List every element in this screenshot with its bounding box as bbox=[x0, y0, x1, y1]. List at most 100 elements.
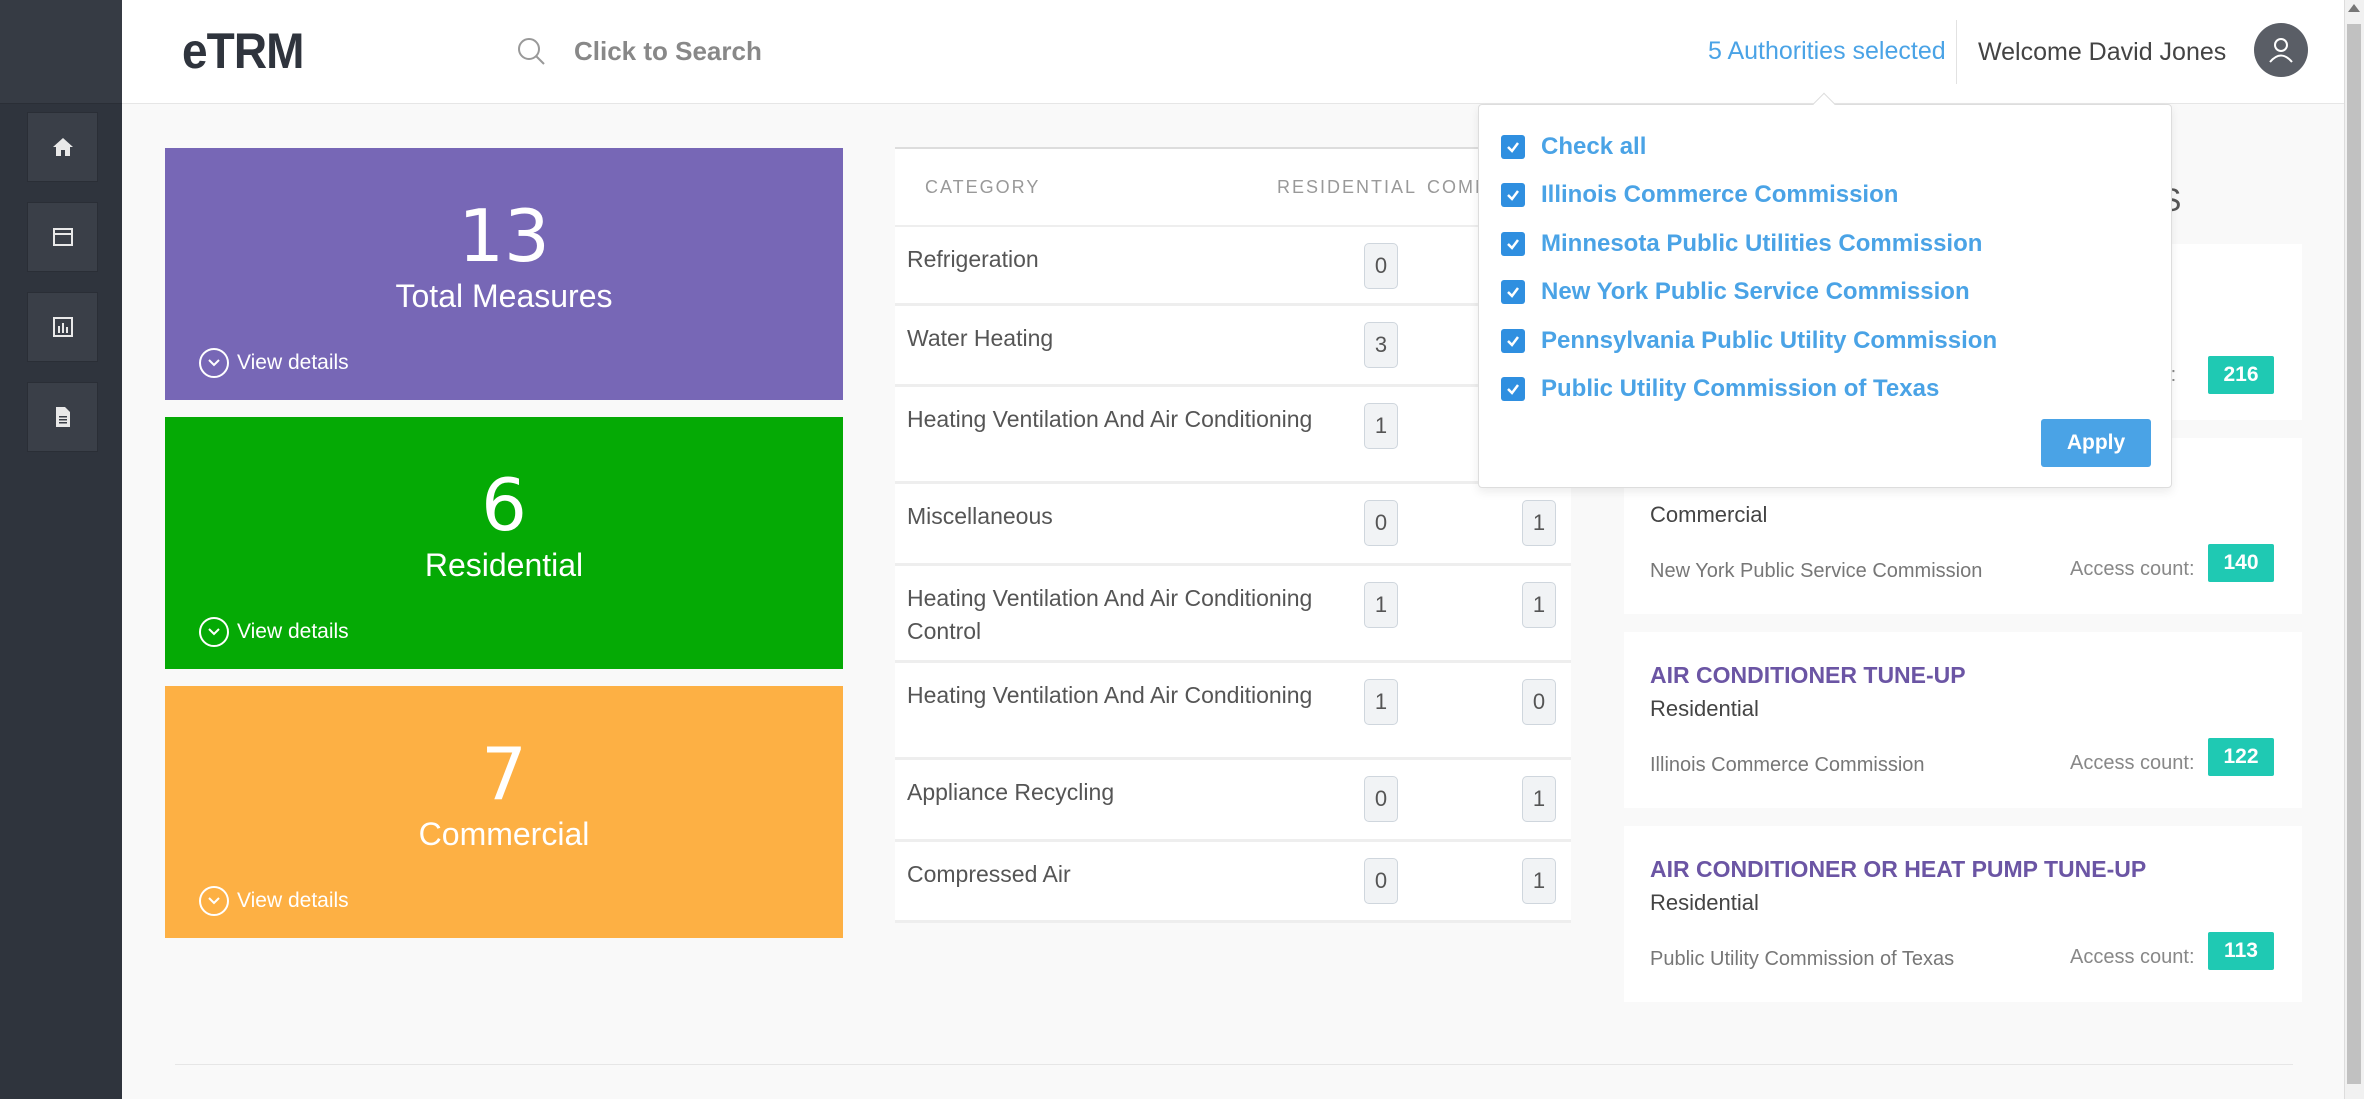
checkbox-checked-icon[interactable] bbox=[1501, 183, 1525, 207]
checkbox-authority[interactable]: Pennsylvania Public Utility Commission bbox=[1501, 327, 1997, 355]
scroll-up-icon[interactable] bbox=[2348, 4, 2360, 12]
sidebar-item-reports[interactable] bbox=[27, 292, 98, 362]
checkbox-authority[interactable]: Public Utility Commission of Texas bbox=[1501, 375, 1939, 403]
search-input[interactable]: Click to Search bbox=[574, 36, 762, 66]
access-count-label: Access count: bbox=[2070, 946, 2195, 968]
measure-authority: Public Utility Commission of Texas bbox=[1650, 948, 1955, 970]
checkbox-checked-icon[interactable] bbox=[1501, 377, 1525, 401]
commercial-count: 0 bbox=[1522, 679, 1556, 725]
table-row[interactable]: Heating Ventilation And Air Conditioning… bbox=[895, 566, 1571, 663]
table-header: CATEGORY RESIDENTIAL COMM bbox=[895, 149, 1571, 227]
access-count-badge: 140 bbox=[2208, 544, 2274, 582]
checkbox-label[interactable]: New York Public Service Commission bbox=[1541, 278, 1970, 305]
category-name: Refrigeration bbox=[907, 246, 1039, 272]
checkbox-authority[interactable]: New York Public Service Commission bbox=[1501, 278, 1970, 306]
access-count-label: Access count: bbox=[2070, 558, 2195, 580]
tile-label: Commercial bbox=[418, 816, 590, 852]
tile-value: 7 bbox=[481, 732, 527, 816]
footer-divider bbox=[175, 1064, 2293, 1065]
checkbox-label[interactable]: Illinois Commerce Commission bbox=[1541, 181, 1899, 208]
column-header-commercial: COMM bbox=[1427, 176, 1492, 197]
residential-count: 0 bbox=[1364, 243, 1398, 289]
table-row[interactable]: Miscellaneous 0 1 bbox=[895, 484, 1571, 566]
table-row[interactable]: Water Heating 3 bbox=[895, 306, 1571, 387]
checkbox-authority[interactable]: Illinois Commerce Commission bbox=[1501, 181, 1898, 209]
category-name: Appliance Recycling bbox=[907, 779, 1115, 805]
view-details-label: View details bbox=[237, 351, 349, 374]
measure-type: Residential bbox=[1650, 696, 1759, 721]
checkbox-check-all[interactable]: Check all bbox=[1501, 133, 1646, 161]
tile-label: Residential bbox=[424, 547, 584, 583]
checkbox-checked-icon[interactable] bbox=[1501, 232, 1525, 256]
view-details-link[interactable]: View details bbox=[199, 617, 349, 647]
table-row[interactable]: Appliance Recycling 0 1 bbox=[895, 760, 1571, 842]
top-header: eTRM Click to Search 5 Authorities selec… bbox=[122, 0, 2344, 104]
checkbox-label[interactable]: Public Utility Commission of Texas bbox=[1541, 375, 1940, 402]
measure-authority: New York Public Service Commission bbox=[1650, 560, 1983, 582]
authorities-selector[interactable]: 5 Authorities selected bbox=[1708, 37, 1946, 65]
table-row[interactable]: Heating Ventilation And Air Conditioning… bbox=[895, 663, 1571, 760]
view-details-label: View details bbox=[237, 620, 349, 643]
checkbox-label[interactable]: Minnesota Public Utilities Commission bbox=[1541, 230, 1983, 257]
measure-card[interactable]: AIR CONDITIONER OR HEAT PUMP TUNE-UP Res… bbox=[1624, 826, 2302, 1002]
search-icon[interactable] bbox=[516, 36, 548, 68]
category-name: Heating Ventilation And Air Conditioning… bbox=[907, 585, 1313, 644]
measure-type: Residential bbox=[1650, 890, 1759, 915]
residential-count: 3 bbox=[1364, 322, 1398, 368]
column-header-residential: RESIDENTIAL bbox=[1276, 176, 1417, 197]
category-table: CATEGORY RESIDENTIAL COMM Refrigeration … bbox=[895, 147, 1571, 923]
sidebar-brand-strip bbox=[0, 0, 122, 104]
sidebar-item-home[interactable] bbox=[27, 112, 98, 182]
view-details-link[interactable]: View details bbox=[199, 886, 349, 916]
category-name: Heating Ventilation And Air Conditioning bbox=[907, 406, 1313, 432]
measure-type: Commercial bbox=[1650, 502, 1768, 527]
residential-tile[interactable]: 6 Residential View details bbox=[165, 417, 843, 669]
category-name: Miscellaneous bbox=[907, 503, 1053, 529]
view-details-link[interactable]: View details bbox=[199, 348, 349, 378]
commercial-count: 1 bbox=[1522, 858, 1556, 904]
residential-count: 0 bbox=[1364, 858, 1398, 904]
scrollbar[interactable] bbox=[2344, 0, 2364, 1099]
user-icon bbox=[2269, 38, 2293, 63]
commercial-tile[interactable]: 7 Commercial View details bbox=[165, 686, 843, 938]
table-row[interactable]: Compressed Air 0 1 bbox=[895, 842, 1571, 923]
residential-count: 1 bbox=[1364, 582, 1398, 628]
app-logo[interactable]: eTRM bbox=[182, 23, 304, 79]
view-details-label: View details bbox=[237, 889, 349, 912]
residential-count: 1 bbox=[1364, 679, 1398, 725]
category-name: Compressed Air bbox=[907, 861, 1071, 887]
chevron-down-icon bbox=[199, 886, 229, 916]
window-icon bbox=[52, 228, 73, 246]
measure-title[interactable]: AIR CONDITIONER OR HEAT PUMP TUNE-UP bbox=[1650, 856, 2147, 882]
checkbox-checked-icon[interactable] bbox=[1501, 135, 1525, 159]
checkbox-checked-icon[interactable] bbox=[1501, 280, 1525, 304]
chevron-down-icon bbox=[199, 617, 229, 647]
category-name: Water Heating bbox=[907, 325, 1054, 351]
header-divider bbox=[1956, 20, 1957, 84]
sidebar bbox=[0, 0, 122, 1099]
chevron-down-icon bbox=[199, 348, 229, 378]
scrollbar-thumb[interactable] bbox=[2347, 24, 2361, 1084]
total-measures-tile[interactable]: 13 Total Measures View details bbox=[165, 148, 843, 400]
table-row[interactable]: Heating Ventilation And Air Conditioning… bbox=[895, 387, 1571, 484]
measure-title[interactable]: AIR CONDITIONER TUNE-UP bbox=[1650, 662, 1966, 688]
commercial-count: 1 bbox=[1522, 776, 1556, 822]
access-count-label: Access count: bbox=[2070, 752, 2195, 774]
category-name: Heating Ventilation And Air Conditioning bbox=[907, 682, 1313, 708]
sidebar-item-window[interactable] bbox=[27, 202, 98, 272]
residential-count: 1 bbox=[1364, 403, 1398, 449]
checkbox-label[interactable]: Check all bbox=[1541, 133, 1647, 160]
avatar[interactable] bbox=[2254, 23, 2308, 77]
table-row[interactable]: Refrigeration 0 bbox=[895, 227, 1571, 306]
commercial-count: 1 bbox=[1522, 582, 1556, 628]
sidebar-item-documents[interactable] bbox=[27, 382, 98, 452]
checkbox-authority[interactable]: Minnesota Public Utilities Commission bbox=[1501, 230, 1982, 258]
home-icon bbox=[52, 138, 73, 156]
apply-button[interactable]: Apply bbox=[2041, 419, 2151, 467]
measure-authority: Illinois Commerce Commission bbox=[1650, 754, 1925, 776]
measure-card[interactable]: AIR CONDITIONER TUNE-UP Residential Illi… bbox=[1624, 632, 2302, 808]
tile-label: Total Measures bbox=[395, 278, 613, 314]
checkbox-checked-icon[interactable] bbox=[1501, 329, 1525, 353]
access-count-badge: 113 bbox=[2208, 932, 2274, 970]
checkbox-label[interactable]: Pennsylvania Public Utility Commission bbox=[1541, 327, 1998, 354]
